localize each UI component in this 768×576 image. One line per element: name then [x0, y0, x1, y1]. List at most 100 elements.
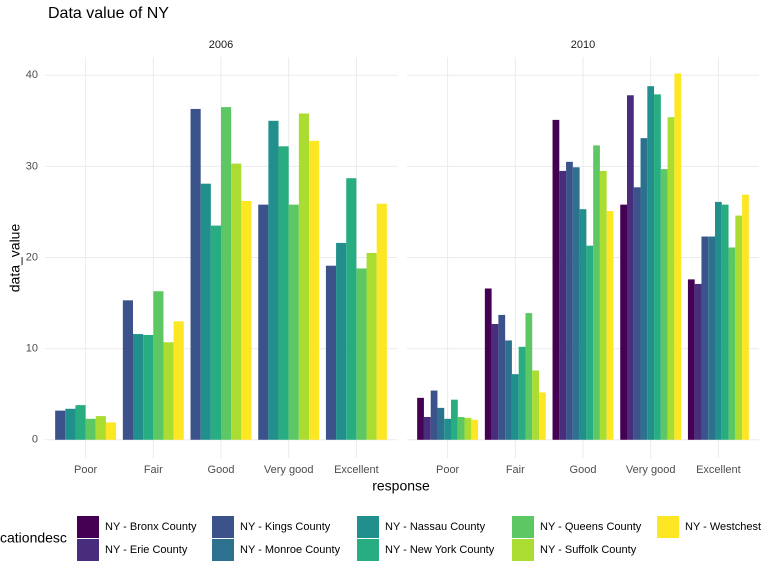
bar [288, 204, 299, 440]
bar [579, 209, 587, 440]
bar [511, 374, 519, 440]
bar [122, 300, 133, 440]
bar [633, 187, 641, 440]
bar [599, 170, 607, 440]
bar [640, 138, 648, 440]
bar [606, 211, 614, 440]
y-tick-label: 20 [26, 251, 38, 263]
x-tick-label: Fair [144, 464, 163, 476]
bar [525, 313, 533, 440]
chart-title: Data value of NY [48, 5, 169, 22]
bar [728, 247, 736, 440]
legend-label: NY - Bronx County [105, 521, 197, 533]
facet-label: 2010 [571, 39, 595, 51]
bar [190, 108, 201, 440]
x-tick-label: Good [208, 464, 235, 476]
bar [451, 399, 458, 440]
bar [572, 167, 580, 440]
bar [471, 419, 479, 440]
bar [620, 204, 627, 440]
legend-label: NY - Monroe County [240, 544, 341, 556]
bar [55, 410, 66, 440]
bar [173, 321, 184, 440]
x-tick-label: Good [570, 464, 597, 476]
legend-key [357, 516, 379, 538]
bar [660, 169, 668, 440]
x-tick-label: Excellent [334, 464, 379, 476]
bar [417, 397, 424, 440]
bar [65, 408, 76, 440]
bar [163, 342, 174, 440]
bar [309, 140, 320, 440]
bar [464, 417, 472, 440]
facet-label: 2006 [209, 39, 233, 51]
bar [221, 107, 232, 440]
bar [457, 416, 465, 440]
bar [552, 119, 560, 440]
bar [85, 418, 96, 440]
bar [376, 203, 387, 440]
bar [437, 407, 445, 440]
legend-label: NY - Queens County [540, 521, 642, 533]
bar [430, 390, 438, 440]
x-tick-label: Poor [436, 464, 460, 476]
bar [356, 268, 367, 440]
legend-key [512, 516, 534, 538]
bar [721, 204, 729, 440]
legend-label: NY - Nassau County [385, 521, 486, 533]
bar [742, 194, 749, 440]
bar [258, 204, 269, 440]
bar [143, 334, 154, 440]
bar [105, 422, 117, 440]
x-tick-label: Very good [626, 464, 676, 476]
bar [593, 145, 600, 440]
y-tick-label: 0 [32, 434, 38, 446]
bar [715, 201, 722, 440]
legend-key [512, 539, 534, 561]
x-tick-label: Very good [264, 464, 314, 476]
legend-key [657, 516, 679, 538]
bar [444, 418, 451, 440]
bar [484, 288, 492, 440]
bar [586, 245, 594, 440]
bar [627, 95, 634, 440]
bar [654, 94, 661, 440]
bar [674, 73, 682, 440]
x-tick-label: Excellent [696, 464, 741, 476]
bar [325, 265, 337, 440]
bar [423, 416, 431, 440]
y-tick-label: 40 [26, 69, 38, 81]
bar [539, 392, 546, 440]
bar [708, 236, 715, 440]
legend-label: NY - New York County [385, 544, 495, 556]
bar [687, 279, 695, 440]
legend-key [77, 539, 99, 561]
x-tick-label: Poor [74, 464, 98, 476]
bar [153, 291, 164, 440]
y-tick-label: 30 [26, 160, 38, 172]
legend-label: NY - Erie County [105, 544, 188, 556]
bar [566, 161, 573, 440]
bar [278, 146, 289, 440]
bar [498, 314, 506, 440]
bar [298, 113, 309, 440]
bar [133, 334, 144, 440]
x-tick-label: Fair [506, 464, 525, 476]
bar [268, 120, 279, 440]
legend-label: NY - Suffolk County [540, 544, 637, 556]
legend-label: NY - Westchest [685, 521, 761, 533]
legend-label: NY - Kings County [240, 521, 331, 533]
bar [95, 416, 106, 440]
legend-key [212, 516, 234, 538]
legend-key [212, 539, 234, 561]
legend-key [77, 516, 99, 538]
bar [701, 236, 709, 440]
bar [505, 340, 512, 440]
bar [231, 163, 242, 440]
bar [241, 200, 252, 440]
y-axis-label: data_value [7, 224, 23, 293]
bar [647, 86, 655, 440]
y-tick-label: 10 [26, 343, 38, 355]
x-axis-label: response [372, 478, 430, 494]
